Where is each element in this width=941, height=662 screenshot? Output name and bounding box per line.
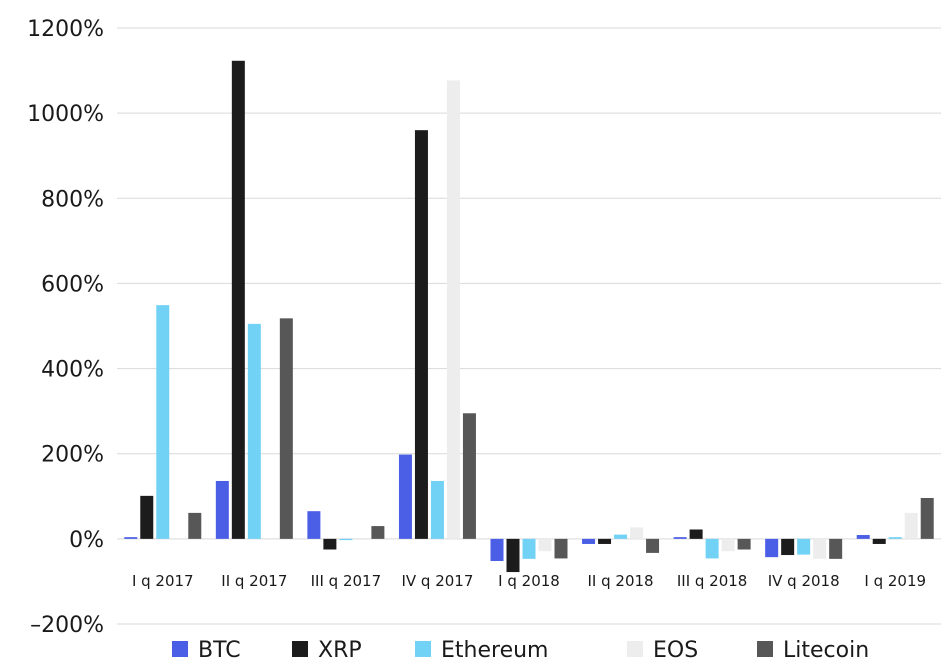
bar-ethereum-2 [339,538,353,541]
bar-xrp-4 [506,538,520,573]
bar-xrp-6 [689,529,703,539]
legend-label: BTC [198,638,241,662]
bar-btc-3 [398,454,412,539]
legend-swatch [757,641,773,657]
bar-eos-4 [538,538,552,552]
bar-xrp-7 [781,538,795,556]
legend-swatch [172,641,188,657]
bar-eos-7 [813,538,827,559]
x-tick-label: IV q 2018 [768,572,840,590]
x-tick-label: IV q 2017 [401,572,473,590]
x-tick-label: III q 2018 [677,572,748,590]
bar-ethereum-7 [797,538,811,555]
bar-xrp-1 [231,60,245,539]
legend-item-btc: BTC [172,638,241,662]
bars [124,60,934,573]
y-tick-label: –200% [30,613,104,638]
legend-label: Ethereum [441,638,548,662]
legend-swatch [292,641,308,657]
bar-xrp-5 [598,538,612,544]
y-tick-label: 600% [41,272,104,297]
bar-eos-5 [630,527,644,539]
bar-btc-2 [307,511,321,539]
bar-ethereum-0 [156,305,170,539]
bar-litecoin-4 [554,538,568,559]
legend-swatch [415,641,431,657]
x-tick-label: II q 2018 [588,572,654,590]
y-tick-label: 1000% [27,102,104,127]
bar-litecoin-3 [462,413,476,539]
bar-btc-8 [856,535,870,539]
bar-litecoin-8 [920,497,934,539]
legend-item-ethereum: Ethereum [415,638,548,662]
legend-item-xrp: XRP [292,638,362,662]
legend: BTC XRP Ethereum EOS Litecoin [172,638,869,662]
x-tick-label: I q 2018 [498,572,560,590]
bar-xrp-8 [872,538,886,544]
bar-ethereum-8 [888,537,902,539]
x-tick-label: III q 2017 [311,572,382,590]
legend-label: Litecoin [783,638,869,662]
x-tick-label: I q 2019 [864,572,926,590]
x-tick-label: II q 2017 [221,572,287,590]
legend-item-eos: EOS [627,638,698,662]
x-tick-label: I q 2017 [132,572,194,590]
y-tick-label: 0% [69,528,104,553]
bar-ethereum-4 [522,538,536,559]
legend-item-litecoin: Litecoin [757,638,869,662]
y-tick-label: 1200% [27,17,104,42]
bar-litecoin-0 [188,512,202,539]
bar-ethereum-1 [247,323,261,539]
y-axis: –200% 0% 200% 400% 600% 800% 1000% 1200% [27,17,104,638]
y-tick-label: 800% [41,187,104,212]
bar-litecoin-6 [737,538,751,550]
y-tick-label: 200% [41,443,104,468]
legend-swatch [627,641,643,657]
bar-btc-4 [490,538,504,561]
x-axis: I q 2017 II q 2017 III q 2017 IV q 2017 I q … [132,572,926,590]
bar-ethereum-3 [430,480,444,539]
bar-btc-6 [673,537,687,539]
bar-ethereum-5 [614,534,628,539]
legend-label: EOS [653,638,698,662]
bar-eos-8 [904,512,918,539]
bar-litecoin-1 [279,318,293,539]
bar-xrp-3 [414,130,428,539]
bar-litecoin-7 [829,538,843,559]
legend-label: XRP [318,638,362,662]
bar-btc-0 [124,537,138,539]
bar-eos-3 [446,80,460,539]
bar-litecoin-2 [371,526,385,539]
bar-eos-6 [721,538,735,552]
bar-btc-7 [765,538,779,558]
bar-btc-1 [215,480,229,539]
bar-btc-5 [582,538,596,544]
bar-xrp-2 [323,538,337,550]
bar-xrp-0 [140,495,154,539]
bar-ethereum-6 [705,538,719,559]
bar-litecoin-5 [646,538,660,553]
y-tick-label: 400% [41,358,104,383]
